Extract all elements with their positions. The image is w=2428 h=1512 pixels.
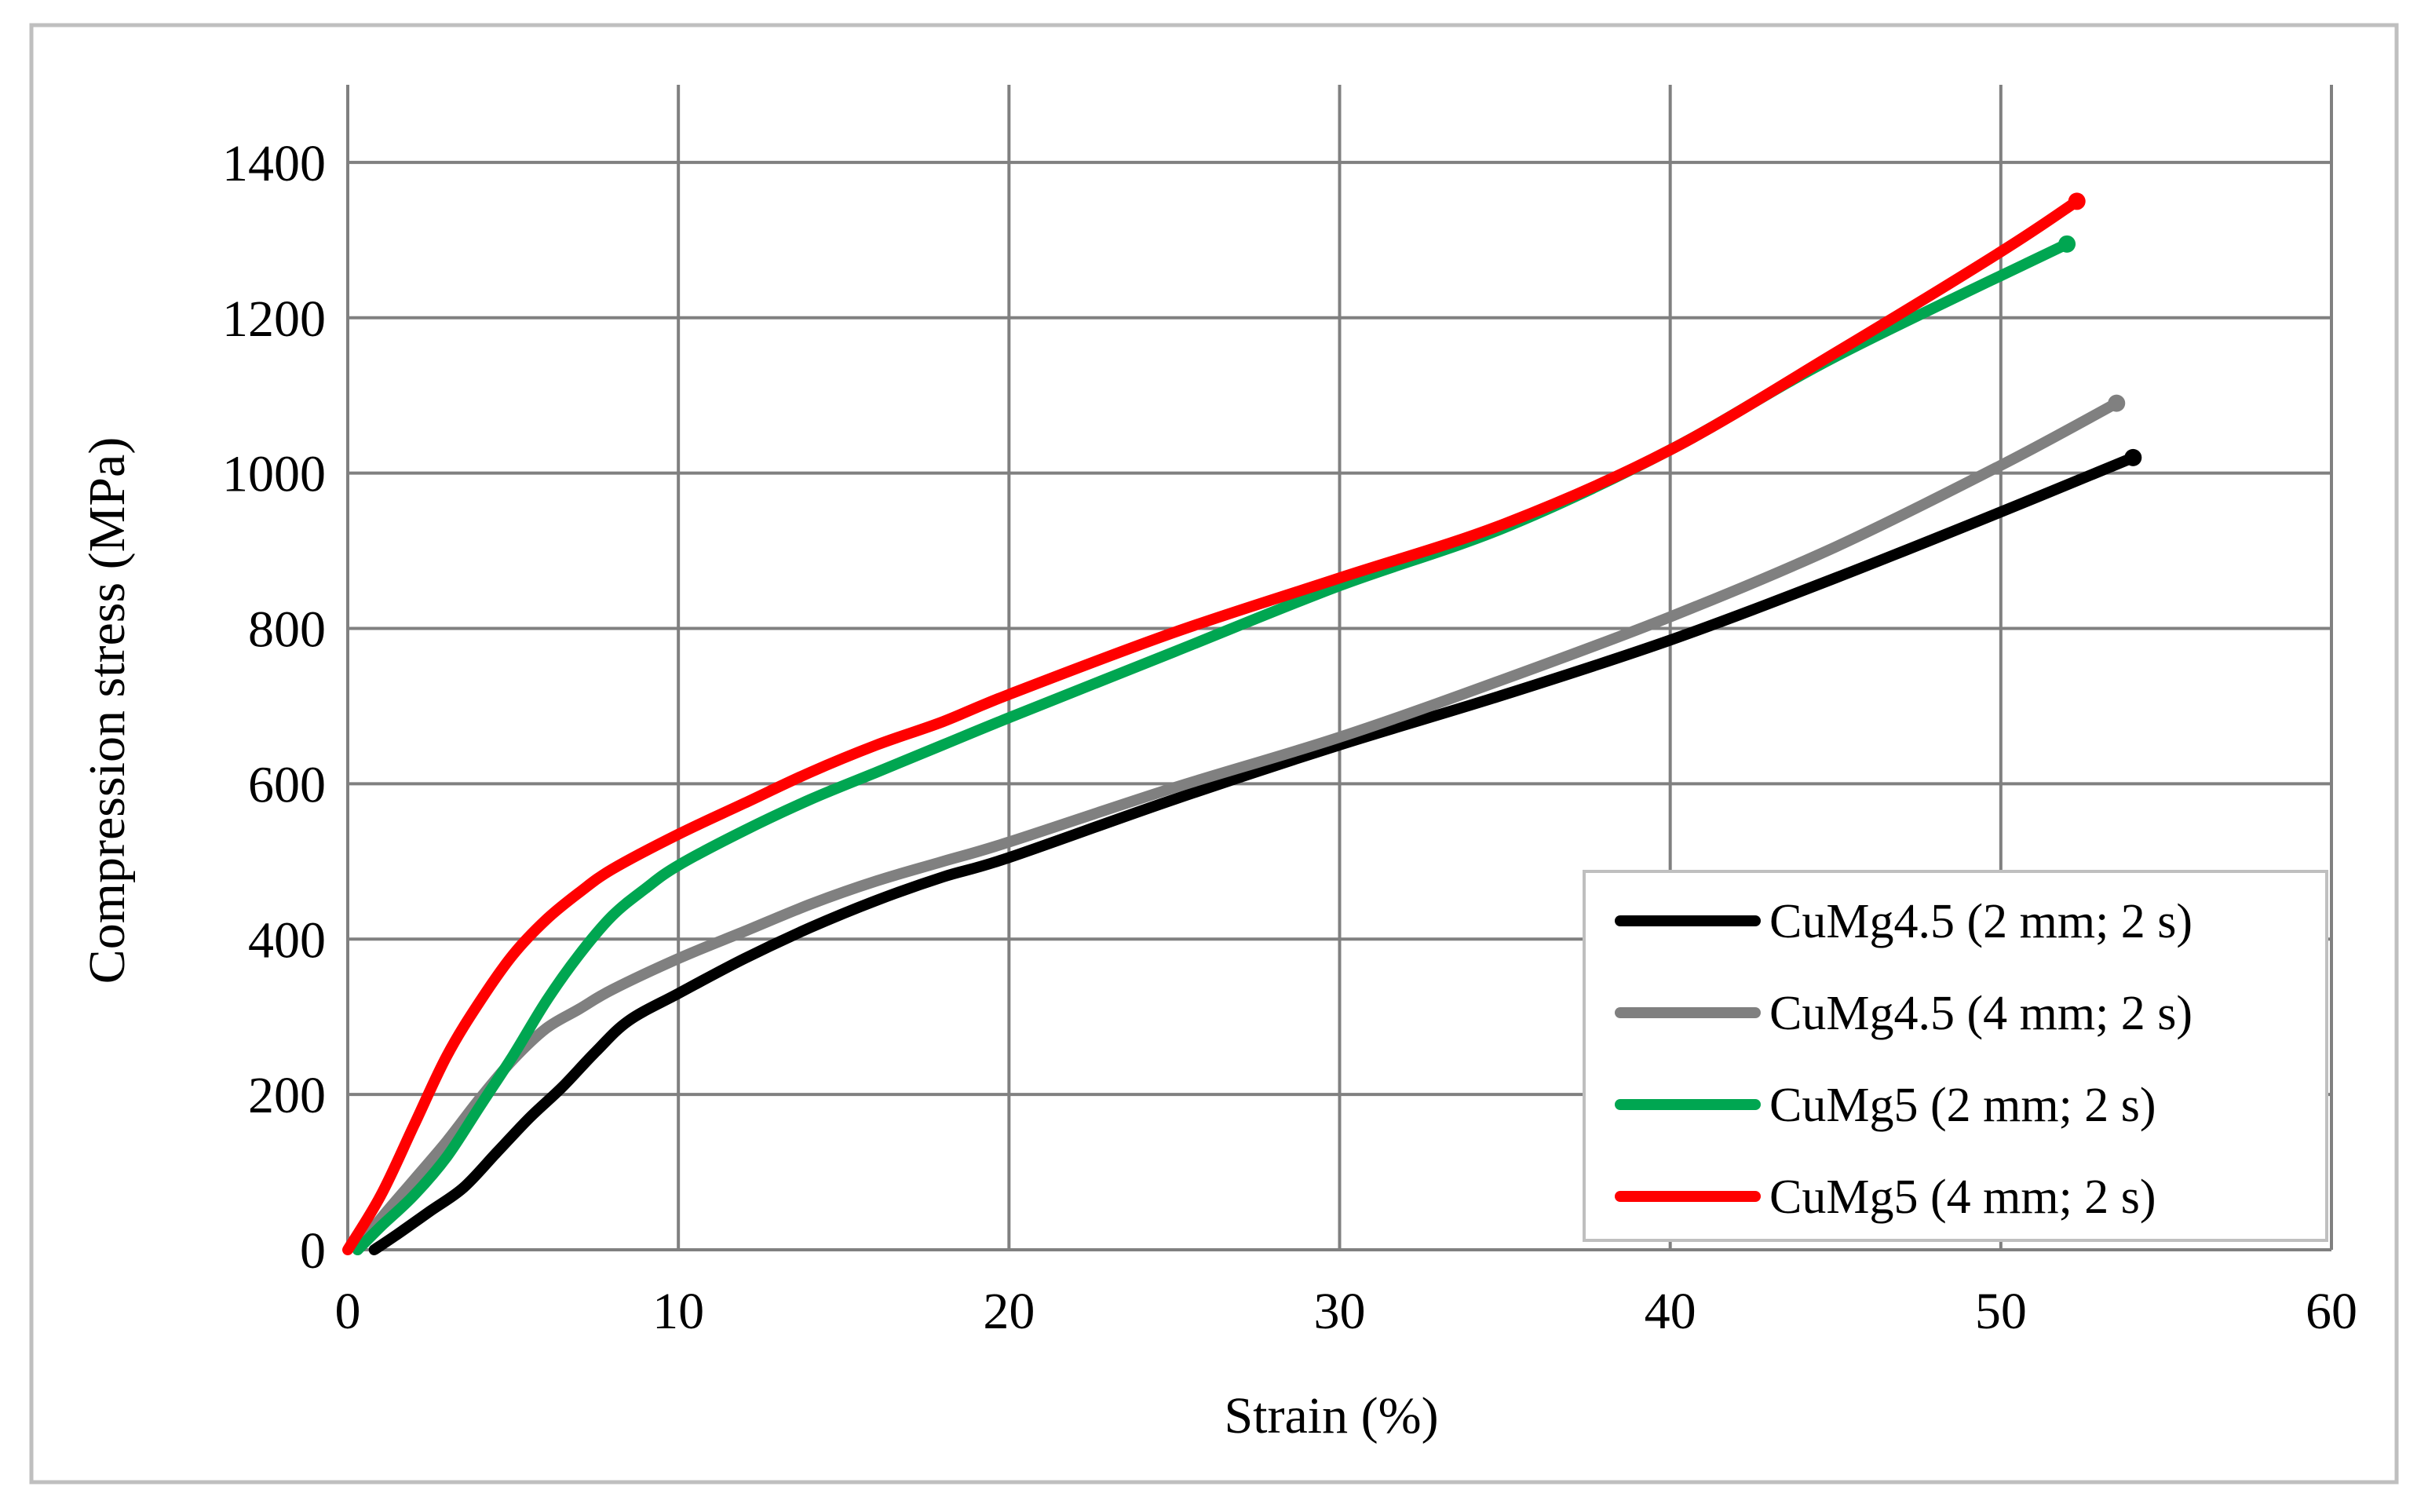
x-tick-label-30: 30 [1314,1283,1366,1340]
series-end-point-3 [2068,192,2086,210]
x-tick-label-20: 20 [983,1283,1035,1340]
y-tick-label-200: 200 [248,1067,326,1124]
y-tick-label-1200: 1200 [222,290,326,348]
legend-items: CuMg4.5 (2 mm; 2 s) CuMg4.5 (4 mm; 2 s) Cu… [1615,895,2193,1224]
legend-label-3: CuMg5 (4 mm; 2 s) [1769,1171,2156,1224]
series-line-3 [342,195,2083,1255]
x-tick-label-10: 10 [652,1283,704,1340]
chart-frame [29,23,2399,1485]
series-end-point-1 [2108,394,2126,412]
legend-label-0: CuMg4.5 (2 mm; 2 s) [1769,895,2193,948]
series-end-point-0 [2124,448,2142,466]
y-tick-label-1400: 1400 [222,135,326,192]
legend-label-2: CuMg5 (2 mm; 2 s) [1769,1079,2156,1132]
y-axis-title: Compression stress (MPa) [78,437,136,984]
x-tick-label-0: 0 [335,1283,361,1340]
y-tick-label-600: 600 [248,756,326,813]
y-tick-label-400: 400 [248,911,326,969]
legend-label-1: CuMg4.5 (4 mm; 2 s) [1769,987,2193,1040]
x-tick-label-50: 50 [1975,1283,2027,1340]
series-group [342,192,2142,1255]
y-tick-label-0: 0 [300,1222,326,1280]
legend: CuMg4.5 (2 mm; 2 s) CuMg4.5 (4 mm; 2 s) Cu… [1583,870,2328,1242]
series-end-point-2 [2058,235,2076,253]
y-tick-label-800: 800 [248,601,326,659]
series-line-0 [368,451,2139,1255]
x-axis-title: Strain (%) [1224,1387,1438,1444]
legend-box [1583,870,2328,1242]
y-tick-label-1000: 1000 [222,446,326,503]
x-tick-label-60: 60 [2306,1283,2357,1340]
x-tick-label-40: 40 [1645,1283,1696,1340]
